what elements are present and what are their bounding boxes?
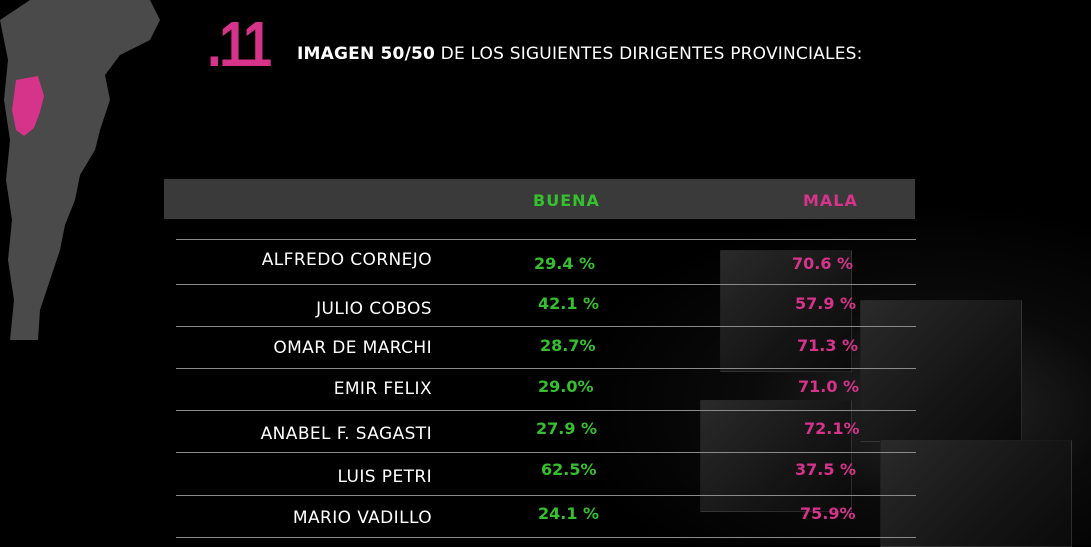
table-row: JULIO COBOS 42.1 % 57.9 % (0, 284, 1091, 324)
row-name: OMAR DE MARCHI (273, 338, 432, 358)
background-cube (700, 400, 852, 512)
row-divider (176, 326, 916, 327)
mendoza-province-shape (12, 76, 44, 136)
row-name: ALFREDO CORNEJO (261, 250, 432, 270)
title-rest: DE LOS SIGUIENTES DIRIGENTES PROVINCIALE… (435, 44, 863, 64)
row-divider (176, 368, 916, 369)
mala-value: 71.3 % (797, 336, 859, 355)
row-divider (176, 410, 916, 411)
row-divider (176, 239, 916, 240)
table-row: ALFREDO CORNEJO 29.4 % 70.6 % (0, 240, 1091, 280)
background-cube (880, 440, 1072, 547)
row-name: EMIR FELIX (333, 379, 432, 399)
table-row: MARIO VADILLO 24.1 % 75.9% (0, 495, 1091, 535)
table-row: ANABEL F. SAGASTI 27.9 % 72.1% (0, 410, 1091, 450)
buena-value: 29.0% (538, 377, 594, 396)
buena-value: 28.7% (540, 336, 596, 355)
row-divider (176, 452, 916, 453)
table-row: EMIR FELIX 29.0% 71.0 % (0, 368, 1091, 408)
mala-value: 37.5 % (795, 460, 857, 479)
row-divider (176, 495, 916, 496)
mala-value: 70.6 % (792, 254, 854, 273)
table-row: OMAR DE MARCHI 28.7% 71.3 % (0, 326, 1091, 366)
column-header-buena: BUENA (533, 191, 600, 210)
argentina-map-icon (0, 0, 160, 340)
row-divider (176, 537, 916, 538)
row-divider (176, 284, 916, 285)
row-name: LUIS PETRI (337, 467, 432, 487)
row-name: MARIO VADILLO (292, 508, 432, 528)
mala-value: 75.9% (800, 504, 856, 523)
mala-value: 71.0 % (798, 377, 860, 396)
background-cube (720, 250, 852, 372)
mala-value: 57.9 % (795, 294, 857, 313)
buena-value: 29.4 % (534, 254, 596, 273)
row-name: ANABEL F. SAGASTI (260, 424, 432, 444)
table-row: LUIS PETRI 62.5% 37.5 % (0, 452, 1091, 492)
section-number: .11 (207, 8, 272, 80)
title-strong: IMAGEN 50/50 (297, 44, 436, 64)
buena-value: 42.1 % (538, 294, 600, 313)
row-name: JULIO COBOS (316, 299, 432, 319)
column-header-mala: MALA (803, 191, 858, 210)
buena-value: 62.5% (541, 460, 597, 479)
table-header-bar (164, 179, 915, 219)
buena-value: 27.9 % (536, 419, 598, 438)
buena-value: 24.1 % (538, 504, 600, 523)
mala-value: 72.1% (804, 419, 860, 438)
page-title: IMAGEN 50/50 DE LOS SIGUIENTES DIRIGENTE… (297, 44, 863, 64)
